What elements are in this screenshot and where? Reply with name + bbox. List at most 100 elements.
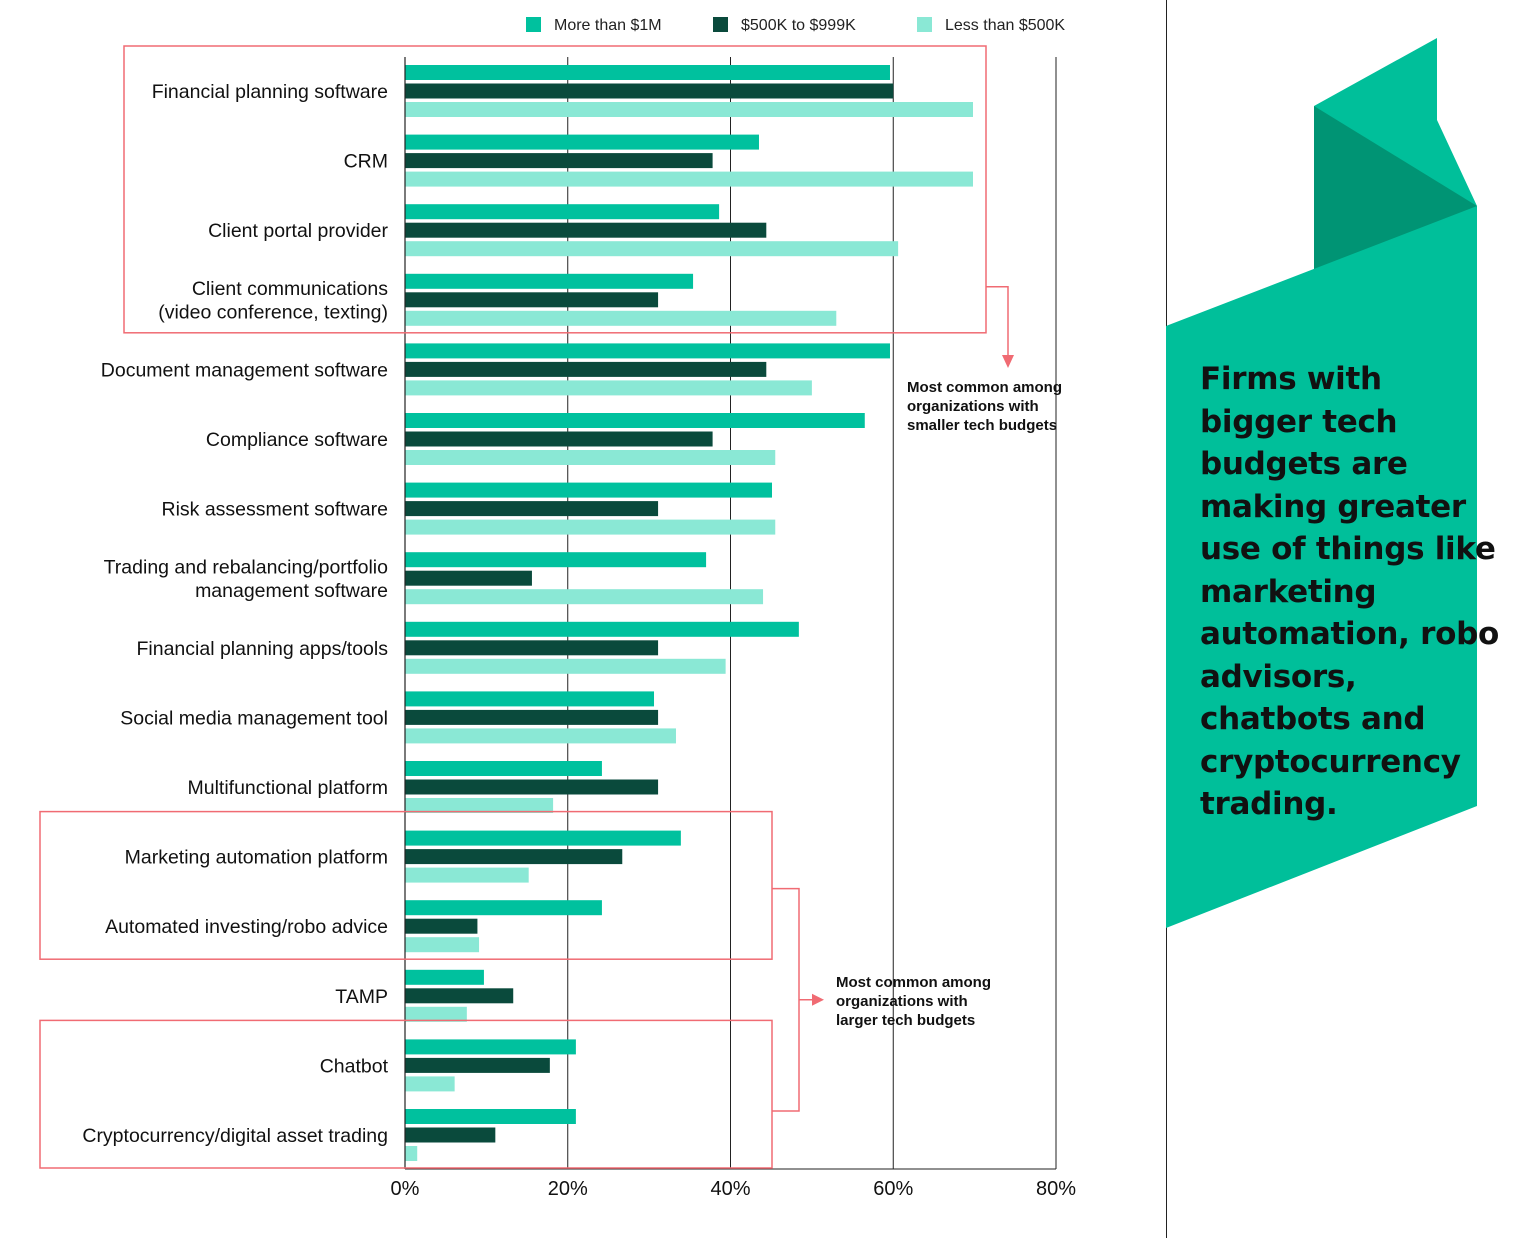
legend-label: More than $1M [554,17,662,34]
category-label: TAMP [335,986,388,1008]
legend-label: Less than $500K [945,17,1065,34]
category-label: Automated investing/robo advice [105,916,388,938]
category-label: Multifunctional platform [187,777,388,799]
bar [405,153,713,169]
bar [405,709,659,725]
category-label: Social media management tool [120,707,388,729]
legend: More than $1M $500K to $999K Less than $50… [526,17,1065,34]
bar [405,1127,496,1143]
x-tick-label: 20% [548,1178,588,1200]
x-tick-label: 40% [710,1178,750,1200]
bar [405,779,659,795]
category-label: Marketing automation platform [125,847,388,869]
bar [405,1057,550,1073]
bar [405,1146,418,1161]
arrow-large-icon [812,993,824,1006]
x-tick-label: 0% [391,1178,420,1200]
legend-swatch [526,17,541,32]
category-label: management software [195,580,388,602]
bar [405,849,623,865]
bar [405,830,681,846]
bar [405,552,707,568]
bar [405,640,659,656]
category-label: Chatbot [320,1055,389,1077]
category-label: (video conference, texting) [158,302,388,324]
bar [405,343,890,359]
bar [405,519,776,535]
category-label: Cryptocurrency/digital asset trading [82,1125,388,1147]
annotation-text: Most common among [907,379,1062,396]
bar [405,691,655,707]
annotations: Most common among organizations with small… [836,379,1062,1029]
bar [405,482,773,498]
bar [405,501,659,517]
bar [405,918,478,934]
bar [405,969,484,985]
highlight-box [39,1019,773,1169]
category-label: Document management software [101,359,388,381]
bar [405,413,865,428]
bar [405,1109,576,1124]
legend-swatch [917,17,932,32]
bar [405,988,514,1004]
highlight-boxes [39,45,1014,1169]
bar [405,241,899,257]
bar [405,867,529,883]
bar [405,292,659,308]
highlight-box [123,45,987,334]
bar [405,380,812,396]
bar [405,728,676,744]
annotation-text: larger tech budgets [836,1012,975,1029]
annotation-text: Most common among [836,974,991,991]
highlight-box [39,810,773,960]
bar [405,570,532,586]
bar [405,361,767,377]
bar [405,83,894,99]
legend-swatch [713,17,728,32]
bar [405,798,554,813]
bar [405,589,764,605]
category-label: Financial planning apps/tools [136,638,388,660]
x-axis-ticks: 0% 20% 40% 60% 80% [391,1178,1077,1200]
category-label: Risk assessment software [162,499,389,521]
category-label: Client portal provider [208,220,388,242]
bar [405,1039,576,1055]
annotation-text: smaller tech budgets [907,417,1057,434]
bar [405,761,602,776]
bar-chart: Financial planning software CRM Client por… [39,17,1077,1200]
annotation-text: organizations with [907,398,1039,415]
x-tick-label: 80% [1036,1178,1076,1200]
bar [405,658,726,674]
bar [405,102,973,117]
bar [405,1006,467,1022]
bar [405,204,720,220]
annotation-text: organizations with [836,993,968,1010]
ribbon-fold [1314,106,1477,270]
bar [405,900,602,916]
bar [405,621,799,637]
category-label: Financial planning software [152,81,388,103]
bar [405,431,713,447]
callout-text: Firms with bigger tech budgets are makin… [1200,361,1499,822]
bar [405,222,767,238]
bar [405,65,890,80]
bar [405,450,776,465]
bracket-large [772,887,800,1112]
bar [405,134,759,150]
category-label: CRM [344,151,388,173]
arrow-small-icon [1002,355,1014,368]
category-labels: Financial planning software CRM Client por… [82,81,388,1147]
bar [405,310,837,326]
bars [404,57,973,1169]
category-label: Trading and rebalancing/portfolio [104,556,389,578]
bar [405,937,480,953]
category-label: Client communications [192,278,388,300]
bar [405,1076,455,1092]
ribbon-main [1166,206,1477,928]
x-tick-label: 60% [873,1178,913,1200]
category-label: Compliance software [206,429,388,451]
bar [405,171,973,187]
legend-label: $500K to $999K [741,17,856,34]
bar [405,273,694,289]
bracket-small [986,286,1009,358]
